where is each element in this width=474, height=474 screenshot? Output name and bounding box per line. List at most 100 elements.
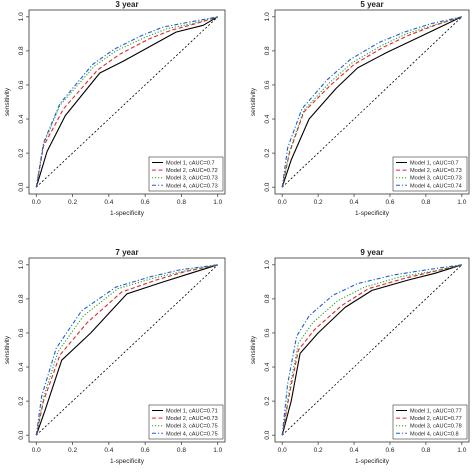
x-tick-label: 0.2 bbox=[314, 199, 323, 206]
x-axis-label: 1-specificity bbox=[355, 210, 390, 217]
x-axis-label: 1-specificity bbox=[355, 458, 390, 465]
x-tick-label: 0.4 bbox=[350, 447, 359, 454]
y-axis-label: sensitivity bbox=[4, 335, 11, 364]
roc-panel: 9 year 0.0 0.2 0.4 0.6 0.8 1.0 0.0 0.2 0.4 0.6 0.8 1… bbox=[250, 248, 470, 465]
panel-title: 5 year bbox=[360, 0, 383, 9]
x-tick-label: 0.6 bbox=[141, 199, 150, 206]
reference-diagonal bbox=[35, 264, 219, 436]
y-tick-label: 0.4 bbox=[264, 362, 271, 371]
roc-curve bbox=[281, 264, 462, 436]
legend-entry: Model 2, cAUC=0.72 bbox=[166, 168, 218, 174]
y-tick-label: 0.4 bbox=[18, 362, 25, 371]
legend-entry: Model 4, cAUC=0.8 bbox=[410, 431, 459, 437]
legend-entry: Model 4, cAUC=0.74 bbox=[410, 183, 462, 189]
roc-curve bbox=[281, 264, 462, 436]
y-tick-label: 1.0 bbox=[18, 12, 25, 21]
reference-diagonal bbox=[281, 264, 463, 436]
roc-curve bbox=[35, 16, 218, 188]
x-tick-label: 0.8 bbox=[177, 199, 186, 206]
legend-entry: Model 1, cAUC=0.7 bbox=[166, 161, 215, 167]
y-tick-label: 1.0 bbox=[264, 260, 271, 269]
roc-panel: 3 year 0.0 0.2 0.4 0.6 0.8 1.0 0.0 0.2 0.4 0.6 0.8 1… bbox=[4, 0, 226, 217]
x-tick-label: 0.2 bbox=[314, 447, 323, 454]
x-tick-label: 1.0 bbox=[457, 199, 466, 206]
legend-entry: Model 3, cAUC=0.75 bbox=[166, 424, 218, 430]
x-axis-label: 1-specificity bbox=[110, 210, 145, 217]
y-tick-label: 1.0 bbox=[18, 260, 25, 269]
y-tick-label: 0.6 bbox=[264, 80, 271, 89]
legend-entry: Model 2, cAUC=0.77 bbox=[410, 416, 462, 422]
x-tick-label: 0.0 bbox=[32, 447, 41, 454]
y-tick-label: 0.8 bbox=[18, 46, 25, 55]
legend-entry: Model 4, cAUC=0.73 bbox=[166, 183, 218, 189]
panel-title: 3 year bbox=[115, 0, 138, 9]
panel-title: 7 year bbox=[115, 248, 138, 257]
roc-curve bbox=[35, 16, 218, 188]
y-tick-label: 0.2 bbox=[18, 396, 25, 405]
x-tick-label: 0.8 bbox=[421, 199, 430, 206]
y-tick-label: 0.2 bbox=[18, 148, 25, 157]
y-tick-label: 0.6 bbox=[18, 328, 25, 337]
x-tick-label: 0.4 bbox=[350, 199, 359, 206]
y-axis-label: sensitivity bbox=[4, 87, 11, 116]
x-tick-label: 0.0 bbox=[278, 447, 287, 454]
roc-curve bbox=[35, 264, 218, 436]
roc-curve bbox=[35, 264, 218, 436]
y-tick-label: 0.8 bbox=[264, 46, 271, 55]
y-tick-label: 0.0 bbox=[18, 430, 25, 439]
x-tick-label: 0.4 bbox=[104, 199, 113, 206]
y-tick-label: 0.2 bbox=[264, 148, 271, 157]
y-tick-label: 0.0 bbox=[18, 182, 25, 191]
roc-curve bbox=[281, 16, 462, 188]
y-tick-label: 0.0 bbox=[264, 430, 271, 439]
x-tick-label: 0.6 bbox=[141, 447, 150, 454]
plot-frame bbox=[274, 9, 470, 195]
x-tick-label: 0.6 bbox=[385, 447, 394, 454]
x-tick-label: 0.2 bbox=[68, 447, 77, 454]
x-tick-label: 0.6 bbox=[385, 199, 394, 206]
y-axis-label: sensitivity bbox=[250, 335, 257, 364]
legend-entry: Model 3, cAUC=0.78 bbox=[410, 424, 462, 430]
reference-diagonal bbox=[35, 16, 219, 188]
roc-curve bbox=[281, 16, 462, 188]
x-tick-label: 0.4 bbox=[104, 447, 113, 454]
x-tick-label: 1.0 bbox=[213, 447, 222, 454]
x-axis-label: 1-specificity bbox=[110, 458, 145, 465]
roc-panel: 5 year 0.0 0.2 0.4 0.6 0.8 1.0 0.0 0.2 0.4 0.6 0.8 1… bbox=[250, 0, 470, 217]
legend-entry: Model 1, cAUC=0.7 bbox=[410, 161, 459, 167]
x-tick-label: 1.0 bbox=[213, 199, 222, 206]
roc-curve bbox=[35, 16, 218, 188]
plot-frame bbox=[28, 9, 226, 195]
plot-frame bbox=[274, 257, 470, 443]
legend-entry: Model 3, cAUC=0.73 bbox=[410, 176, 462, 182]
reference-diagonal bbox=[281, 16, 463, 188]
legend-entry: Model 2, cAUC=0.73 bbox=[166, 416, 218, 422]
x-tick-label: 0.0 bbox=[32, 199, 41, 206]
roc-curve bbox=[281, 264, 462, 436]
legend-entry: Model 3, cAUC=0.73 bbox=[166, 176, 218, 182]
legend-entry: Model 1, cAUC=0.71 bbox=[166, 409, 218, 415]
y-tick-label: 0.6 bbox=[18, 80, 25, 89]
panel-title: 9 year bbox=[360, 248, 383, 257]
y-tick-label: 0.8 bbox=[18, 294, 25, 303]
legend-entry: Model 1, cAUC=0.77 bbox=[410, 409, 462, 415]
y-tick-label: 0.2 bbox=[264, 396, 271, 405]
y-tick-label: 0.0 bbox=[264, 182, 271, 191]
roc-curve bbox=[35, 16, 218, 188]
roc-curve bbox=[281, 16, 463, 188]
y-tick-label: 0.4 bbox=[264, 114, 271, 123]
x-tick-label: 0.8 bbox=[421, 447, 430, 454]
legend-entry: Model 4, cAUC=0.75 bbox=[166, 431, 218, 437]
x-tick-label: 0.2 bbox=[68, 199, 77, 206]
roc-curve bbox=[35, 264, 218, 436]
y-tick-label: 0.4 bbox=[18, 114, 25, 123]
x-tick-label: 0.8 bbox=[177, 447, 186, 454]
x-tick-label: 1.0 bbox=[457, 447, 466, 454]
plot-frame bbox=[28, 257, 226, 443]
roc-curve bbox=[35, 264, 218, 436]
